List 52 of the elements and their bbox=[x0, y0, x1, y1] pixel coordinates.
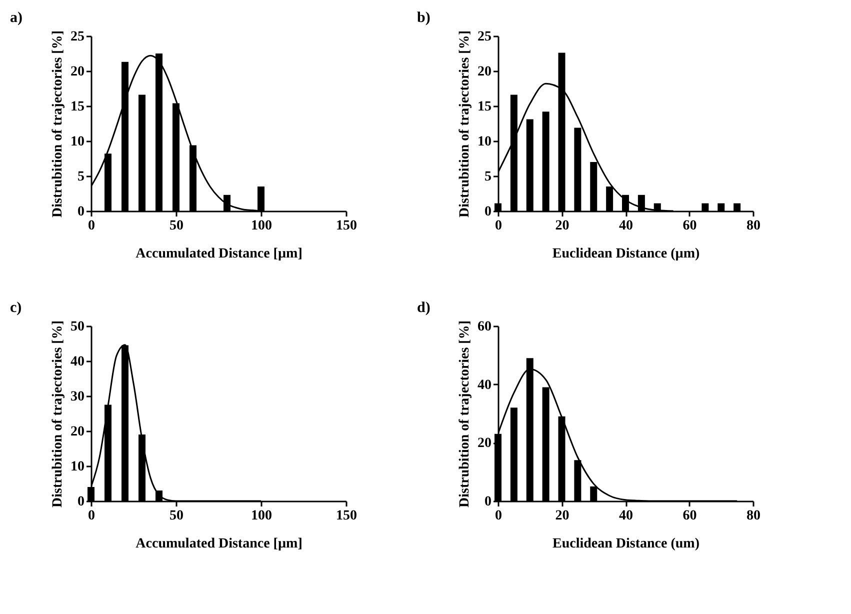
x-tick-label: 60 bbox=[682, 508, 697, 524]
x-axis-title: Euclidean Distance (µm) bbox=[552, 246, 700, 262]
y-tick-label: 0 bbox=[78, 494, 84, 510]
y-tick-label: 60 bbox=[478, 320, 492, 334]
y-tick-label: 10 bbox=[70, 460, 84, 474]
x-tick-label: 150 bbox=[336, 218, 357, 234]
y-tick-label: 5 bbox=[78, 170, 84, 184]
y-axis-title: Distrubition of trajectories [%] bbox=[458, 320, 472, 508]
x-tick-label: 100 bbox=[251, 508, 272, 524]
y-tick-label: 0 bbox=[484, 494, 492, 510]
y-tick-label: 15 bbox=[70, 100, 84, 114]
x-tick-label: 0 bbox=[495, 508, 502, 524]
x-tick-label: 80 bbox=[746, 508, 760, 524]
x-tick-label: 80 bbox=[746, 218, 760, 234]
x-tick-label: 40 bbox=[619, 218, 633, 234]
y-tick-label: 10 bbox=[478, 134, 492, 150]
y-tick-label: 0 bbox=[78, 204, 84, 220]
x-axis-title: Accumulated Distance [µm] bbox=[136, 246, 302, 262]
x-tick-label: 20 bbox=[555, 508, 570, 524]
y-tick-label: 20 bbox=[70, 424, 84, 440]
x-tick-label: 0 bbox=[88, 508, 95, 524]
x-tick-label: 0 bbox=[495, 218, 502, 234]
y-tick-label: 20 bbox=[478, 436, 492, 452]
x-tick-label: 60 bbox=[682, 218, 697, 234]
y-tick-label: 20 bbox=[478, 64, 492, 80]
x-tick-label: 40 bbox=[619, 508, 633, 524]
y-tick-label: 20 bbox=[70, 64, 84, 80]
y-tick-label: 25 bbox=[70, 30, 84, 44]
y-tick-label: 30 bbox=[70, 390, 84, 404]
chart-title: d) bbox=[417, 300, 430, 316]
x-tick-label: 50 bbox=[170, 218, 184, 234]
x-axis-title: Accumulated Distance [µm] bbox=[136, 536, 302, 552]
y-tick-label: 40 bbox=[478, 378, 492, 393]
y-axis-title: Distrubition of trajectories [%] bbox=[50, 30, 66, 218]
x-tick-label: 20 bbox=[555, 218, 570, 234]
y-tick-label: 0 bbox=[484, 204, 492, 220]
y-axis-title: Distrubition of trajectories [%] bbox=[50, 320, 66, 508]
chart-title: a) bbox=[10, 10, 22, 26]
x-tick-label: 50 bbox=[170, 508, 184, 524]
x-axis-title: Euclidean Distance (um) bbox=[552, 536, 700, 552]
x-tick-label: 100 bbox=[251, 218, 272, 234]
x-tick-label: 0 bbox=[88, 218, 95, 234]
x-tick-label: 150 bbox=[336, 508, 357, 524]
chart-title: b) bbox=[417, 10, 430, 26]
y-tick-label: 10 bbox=[70, 134, 84, 150]
y-axis-title: Distrubition of trajectories [%] bbox=[458, 30, 472, 218]
y-tick-label: 25 bbox=[478, 30, 492, 44]
chart-title: c) bbox=[10, 300, 22, 316]
y-tick-label: 5 bbox=[484, 170, 492, 184]
y-tick-label: 15 bbox=[478, 100, 492, 114]
y-tick-label: 50 bbox=[70, 320, 84, 334]
y-tick-label: 40 bbox=[70, 354, 84, 370]
